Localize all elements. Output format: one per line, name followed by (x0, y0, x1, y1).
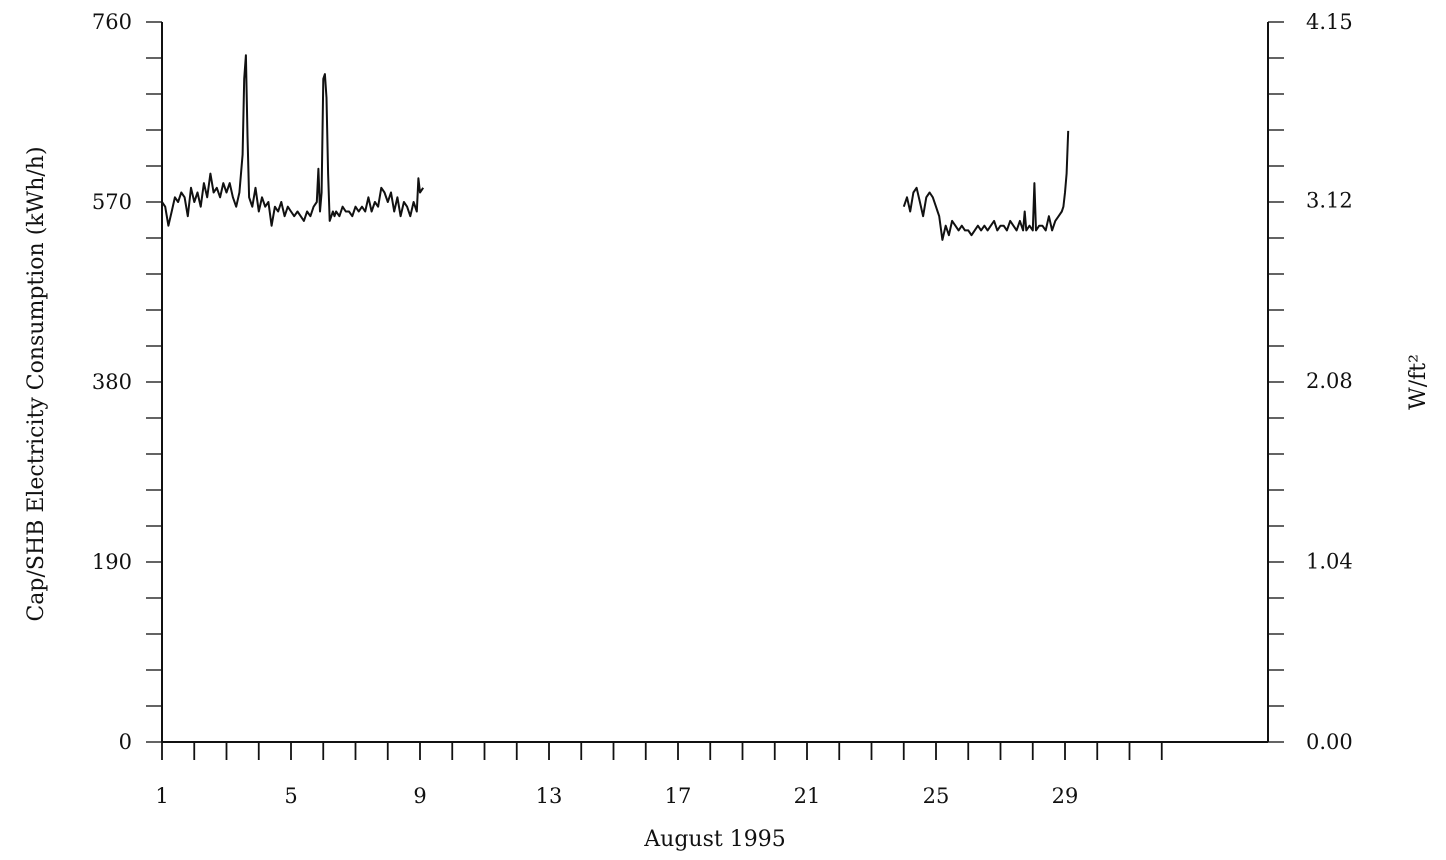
y-tick-label: 760 (92, 10, 132, 34)
y2-tick-label: 0.00 (1306, 730, 1353, 754)
y2-tick-label: 1.04 (1306, 550, 1353, 574)
tick-labels: 1 5 9 13 17 21 25 29 0 190 380 570 760 0.00 1.04 2.08 3.… (92, 10, 1353, 808)
y-tick-label: 0 (119, 730, 132, 754)
consumption-series-line (161, 54, 425, 227)
y-tick-label: 570 (92, 190, 132, 214)
x-tick-label: 21 (794, 784, 821, 808)
y-axis-title: Cap/SHB Electricity Consumption (kWh/h) (24, 146, 49, 621)
x-tick-label: 5 (284, 784, 297, 808)
y2-axis-title: W/ft² (1406, 354, 1431, 410)
y2-tick-label: 4.15 (1306, 10, 1353, 34)
series (161, 54, 1070, 241)
x-axis-title: August 1995 (643, 827, 785, 852)
x-tick-label: 29 (1052, 784, 1079, 808)
x-tick-label: 9 (413, 784, 426, 808)
consumption-series-line (902, 130, 1070, 241)
y-tick-label: 190 (92, 550, 132, 574)
x-tick-label: 17 (665, 784, 692, 808)
x-tick-label: 25 (923, 784, 950, 808)
x-tick-label: 1 (155, 784, 168, 808)
x-tick-label: 13 (536, 784, 563, 808)
y-tick-label: 380 (92, 370, 132, 394)
y2-tick-label: 3.12 (1306, 189, 1353, 213)
ticks (146, 21, 1284, 760)
y2-tick-label: 2.08 (1306, 369, 1353, 393)
